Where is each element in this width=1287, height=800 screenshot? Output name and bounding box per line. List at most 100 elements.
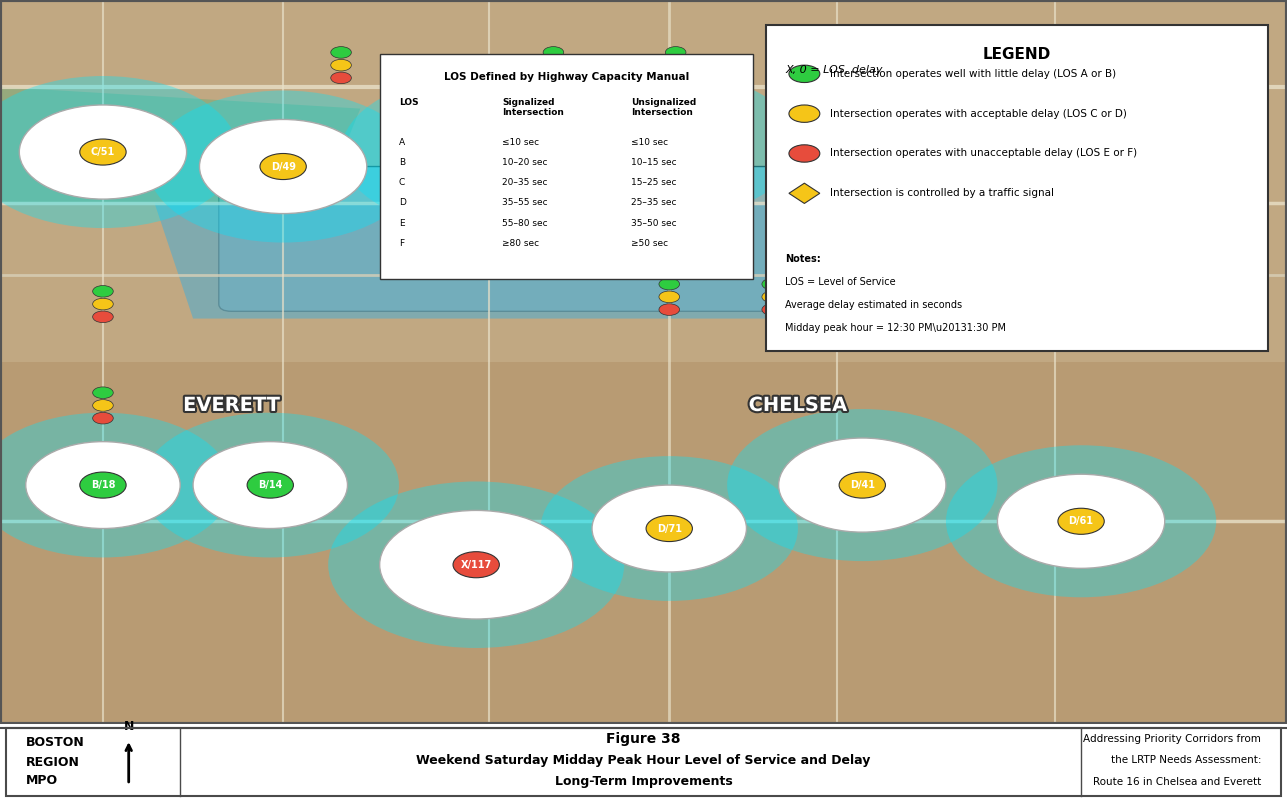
- Circle shape: [927, 72, 1184, 217]
- Text: Unsignalized
Intersection: Unsignalized Intersection: [631, 98, 696, 117]
- Text: Average delay estimated in seconds: Average delay estimated in seconds: [785, 300, 963, 310]
- Polygon shape: [0, 87, 360, 202]
- Circle shape: [1032, 132, 1079, 158]
- Circle shape: [541, 456, 798, 601]
- Circle shape: [93, 311, 113, 322]
- Text: X/117: X/117: [461, 560, 492, 570]
- Text: Signalized
Intersection: Signalized Intersection: [502, 98, 564, 117]
- Circle shape: [779, 438, 946, 532]
- Circle shape: [592, 485, 746, 572]
- Text: E: E: [399, 218, 404, 228]
- Circle shape: [839, 472, 885, 498]
- Text: ≤10 sec: ≤10 sec: [631, 138, 668, 146]
- Text: C: C: [399, 178, 405, 187]
- Circle shape: [762, 278, 782, 290]
- Text: LOS = Level of Service: LOS = Level of Service: [785, 277, 896, 286]
- Circle shape: [659, 291, 680, 302]
- Text: 15–25 sec: 15–25 sec: [631, 178, 676, 187]
- Text: A: A: [399, 138, 405, 146]
- Circle shape: [946, 446, 1216, 598]
- Circle shape: [592, 102, 746, 188]
- Text: BOSTON: BOSTON: [26, 737, 85, 750]
- Text: D/49: D/49: [270, 162, 296, 171]
- Text: Weekend Saturday Midday Peak Hour Level of Service and Delay: Weekend Saturday Midday Peak Hour Level …: [416, 754, 871, 767]
- Circle shape: [260, 154, 306, 179]
- Text: ≤10 sec: ≤10 sec: [502, 138, 539, 146]
- Circle shape: [93, 412, 113, 424]
- Text: EVERETT: EVERETT: [183, 396, 281, 415]
- Circle shape: [142, 413, 399, 558]
- Circle shape: [341, 76, 611, 228]
- Text: Addressing Priority Corridors from: Addressing Priority Corridors from: [1084, 734, 1261, 744]
- Circle shape: [1180, 333, 1201, 344]
- Circle shape: [543, 46, 564, 58]
- Text: Intersection operates well with little delay (LOS A or B): Intersection operates well with little d…: [830, 69, 1116, 79]
- Text: 25–35 sec: 25–35 sec: [631, 198, 676, 207]
- Text: Intersection operates with unacceptable delay (LOS E or F): Intersection operates with unacceptable …: [830, 149, 1138, 158]
- Text: B/14: B/14: [259, 480, 282, 490]
- Circle shape: [789, 145, 820, 162]
- Text: LOS Defined by Highway Capacity Manual: LOS Defined by Highway Capacity Manual: [444, 73, 689, 82]
- Circle shape: [659, 304, 680, 315]
- Text: 55–80 sec: 55–80 sec: [502, 218, 547, 228]
- Circle shape: [659, 278, 680, 290]
- Text: D/71: D/71: [656, 523, 682, 534]
- Circle shape: [762, 304, 782, 315]
- Circle shape: [328, 482, 624, 648]
- Circle shape: [789, 65, 820, 82]
- Text: D/61: D/61: [1068, 516, 1094, 526]
- Circle shape: [978, 102, 1133, 188]
- Circle shape: [543, 59, 564, 71]
- Circle shape: [543, 72, 564, 84]
- Text: F: F: [399, 239, 404, 248]
- Text: Notes:: Notes:: [785, 254, 821, 263]
- Text: 20–35 sec: 20–35 sec: [502, 178, 547, 187]
- Circle shape: [762, 291, 782, 302]
- Text: C/51: C/51: [91, 147, 115, 157]
- Circle shape: [199, 119, 367, 214]
- Text: B/13: B/13: [658, 140, 681, 150]
- Text: Intersection is controlled by a traffic signal: Intersection is controlled by a traffic …: [830, 188, 1054, 198]
- Circle shape: [997, 474, 1165, 568]
- Circle shape: [541, 72, 798, 217]
- Circle shape: [665, 72, 686, 84]
- Text: ≥80 sec: ≥80 sec: [502, 239, 539, 248]
- Circle shape: [331, 72, 351, 84]
- Circle shape: [80, 472, 126, 498]
- Text: CHELSEA: CHELSEA: [749, 396, 847, 415]
- Circle shape: [93, 387, 113, 398]
- Circle shape: [1180, 320, 1201, 331]
- Text: Midday peak hour = 12:30 PM\u20131:30 PM: Midday peak hour = 12:30 PM\u20131:30 PM: [785, 323, 1006, 333]
- Text: D/38: D/38: [463, 147, 489, 157]
- Circle shape: [393, 105, 560, 199]
- Circle shape: [331, 46, 351, 58]
- Text: LEGEND: LEGEND: [982, 47, 1051, 62]
- Text: Long-Term Improvements: Long-Term Improvements: [555, 775, 732, 788]
- Text: Figure 38: Figure 38: [606, 732, 681, 746]
- Circle shape: [789, 185, 820, 202]
- Text: 10–20 sec: 10–20 sec: [502, 158, 547, 167]
- Text: LOS: LOS: [399, 98, 418, 106]
- Circle shape: [80, 139, 126, 165]
- FancyBboxPatch shape: [380, 54, 753, 278]
- Bar: [0, 0, 1287, 362]
- Circle shape: [193, 442, 347, 529]
- Circle shape: [26, 442, 180, 529]
- Text: Intersection operates with acceptable delay (LOS C or D): Intersection operates with acceptable de…: [830, 109, 1127, 118]
- Circle shape: [93, 400, 113, 411]
- Circle shape: [1058, 508, 1104, 534]
- Text: Route 16 in Chelsea and Everett: Route 16 in Chelsea and Everett: [1093, 777, 1261, 786]
- Polygon shape: [154, 202, 1133, 318]
- Text: D/41: D/41: [1042, 140, 1068, 150]
- Circle shape: [0, 413, 232, 558]
- Text: the LRTP Needs Assessment:: the LRTP Needs Assessment:: [1111, 755, 1261, 766]
- Circle shape: [93, 286, 113, 297]
- Circle shape: [380, 510, 573, 619]
- Text: D: D: [399, 198, 405, 207]
- Text: X, 0 = LOS, delay: X, 0 = LOS, delay: [785, 65, 883, 75]
- Text: N: N: [124, 720, 134, 733]
- Circle shape: [727, 409, 997, 561]
- Circle shape: [453, 552, 499, 578]
- Circle shape: [453, 139, 499, 165]
- Circle shape: [247, 472, 293, 498]
